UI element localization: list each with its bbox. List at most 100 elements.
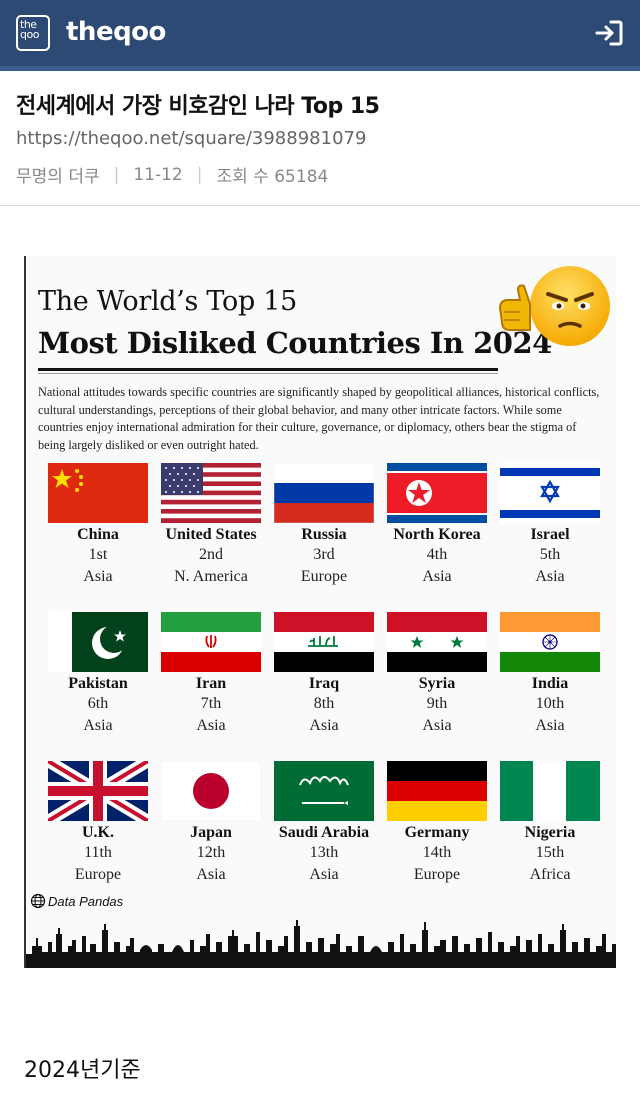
country-region: Europe	[74, 866, 122, 883]
source-name: Data Pandas	[48, 893, 124, 909]
country-name: North Korea	[393, 526, 481, 543]
infographic-title-line2: Most Disliked Countries In 2024	[38, 326, 552, 360]
post-title: 전세계에서 가장 비호감인 나라 Top 15	[16, 94, 380, 119]
country-rank: 13th	[309, 844, 339, 861]
app-header	[0, 0, 640, 66]
country-region: Asia	[535, 568, 565, 585]
country-region: Europe	[300, 568, 348, 585]
post-views: 조회 수 65184	[216, 167, 329, 187]
country-card: United States 2nd N. America	[159, 463, 263, 588]
country-name: Iraq	[308, 675, 340, 692]
country-name: Pakistan	[68, 675, 128, 692]
country-card: China 1st Asia	[46, 463, 150, 588]
country-card: U.K. 11th Europe	[46, 761, 150, 886]
country-name: United States	[165, 526, 257, 543]
country-rank: 4th	[426, 546, 448, 563]
country-name: Russia	[301, 526, 347, 543]
country-name: Israel	[530, 526, 570, 543]
pakistan-flag-icon	[48, 612, 148, 672]
country-rank: 8th	[313, 695, 335, 712]
iran-flag-icon	[161, 612, 261, 672]
china-flag-icon	[48, 463, 148, 523]
country-card: North Korea 4th Asia	[385, 463, 489, 588]
russia-flag-icon	[274, 463, 374, 523]
country-region: Europe	[413, 866, 461, 883]
country-region: Asia	[422, 717, 452, 734]
north-korea-flag-icon	[387, 463, 487, 523]
theqoo-logo[interactable]: the qoo	[16, 15, 50, 51]
country-card: Pakistan 6th Asia	[46, 612, 150, 737]
country-name: India	[531, 675, 569, 692]
country-region: N. America	[174, 568, 248, 585]
country-card: Saudi Arabia 13th Asia	[272, 761, 376, 886]
country-region: Asia	[422, 568, 452, 585]
post-author: 무명의 더쿠	[16, 167, 100, 187]
usa-flag-icon	[161, 463, 261, 523]
country-rank: 7th	[200, 695, 222, 712]
country-region: Asia	[196, 717, 226, 734]
infographic-description: National attitudes towards specific coun…	[38, 385, 600, 452]
country-rank: 9th	[426, 695, 448, 712]
country-card: Russia 3rd Europe	[272, 463, 376, 588]
country-card: Iran 7th Asia	[159, 612, 263, 737]
angry-emoji-thumbs-down-icon	[498, 266, 610, 346]
meta-separator: |	[196, 164, 203, 185]
country-card: Israel 5th Asia	[498, 463, 602, 588]
country-region: Asia	[535, 717, 565, 734]
saudi-arabia-flag-icon	[274, 761, 374, 821]
nigeria-flag-icon	[500, 761, 600, 821]
country-rank: 15th	[535, 844, 565, 861]
divider	[0, 205, 640, 206]
country-card: Syria 9th Asia	[385, 612, 489, 737]
japan-flag-icon	[161, 761, 261, 821]
country-rank: 11th	[84, 844, 112, 861]
country-rank: 10th	[535, 695, 565, 712]
meta-separator: |	[113, 164, 120, 185]
country-region: Asia	[196, 866, 226, 883]
country-rank: 3rd	[313, 546, 335, 563]
post-meta: 무명의 더쿠 | 11-12 | 조회 수 65184	[16, 162, 329, 188]
country-rank: 2nd	[199, 546, 223, 563]
title-underline-thin	[38, 373, 498, 374]
country-name: Germany	[404, 824, 470, 841]
country-region: Africa	[529, 866, 571, 883]
infographic-image[interactable]: The World’s Top 15 Most Disliked Countri…	[24, 256, 616, 968]
globe-icon	[30, 893, 46, 909]
country-name: China	[77, 526, 119, 543]
country-region: Asia	[309, 717, 339, 734]
country-region: Asia	[309, 866, 339, 883]
country-name: Japan	[190, 824, 232, 841]
brand-name[interactable]: theqoo	[66, 17, 166, 47]
country-card: Nigeria 15th Africa	[498, 761, 602, 886]
country-card: Iraq 8th Asia	[272, 612, 376, 737]
country-card: India 10th Asia	[498, 612, 602, 737]
logo-line-1: the	[20, 18, 37, 31]
country-card: Germany 14th Europe	[385, 761, 489, 886]
city-skyline-graphic	[26, 920, 616, 968]
country-name: Syria	[418, 675, 456, 692]
header-border	[0, 66, 640, 71]
israel-flag-icon	[500, 463, 600, 523]
country-name: Iran	[195, 675, 227, 692]
source-credit: Data Pandas	[30, 893, 123, 909]
login-icon[interactable]	[594, 19, 624, 47]
india-flag-icon	[500, 612, 600, 672]
country-rank: 6th	[87, 695, 109, 712]
country-region: Asia	[83, 717, 113, 734]
post-date: 11-12	[133, 164, 183, 185]
country-rank: 14th	[422, 844, 452, 861]
post-body-text: 2024년기준	[24, 1058, 141, 1083]
country-rank: 1st	[88, 546, 108, 563]
country-name: Nigeria	[524, 824, 576, 841]
logo-line-2: qoo	[20, 28, 39, 41]
country-card: Japan 12th Asia	[159, 761, 263, 886]
country-name: Saudi Arabia	[278, 824, 370, 841]
country-region: Asia	[83, 568, 113, 585]
country-rank: 12th	[196, 844, 226, 861]
syria-flag-icon	[387, 612, 487, 672]
uk-flag-icon	[48, 761, 148, 821]
post-url[interactable]: https://theqoo.net/square/3988981079	[16, 128, 367, 149]
iraq-flag-icon	[274, 612, 374, 672]
title-underline	[38, 368, 498, 371]
germany-flag-icon	[387, 761, 487, 821]
